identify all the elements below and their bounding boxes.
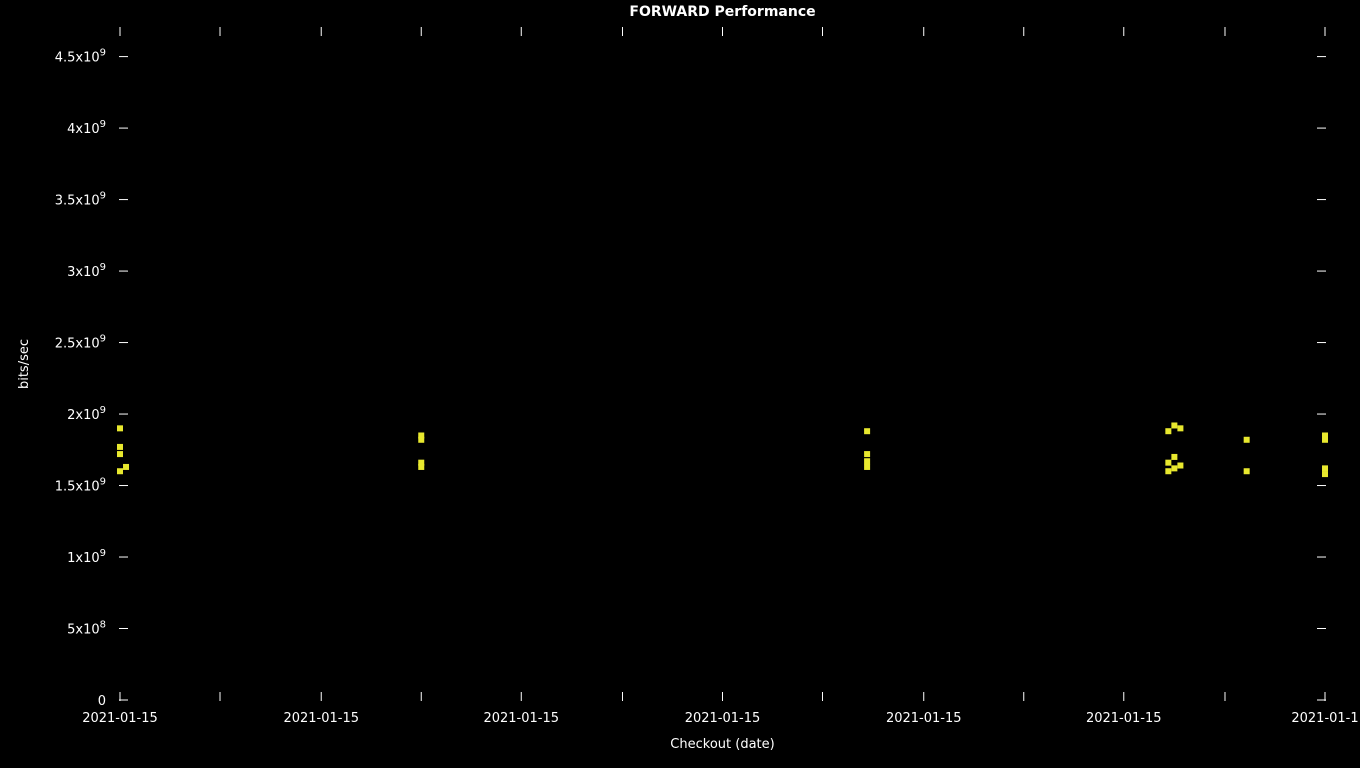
data-point [1322,465,1328,471]
chart-bg [0,0,1360,768]
x-tick-label: 2021-01-15 [1086,711,1162,726]
data-point [1177,425,1183,431]
data-point [1171,465,1177,471]
x-tick-label: 2021-01-15 [483,711,559,726]
data-point [418,437,424,443]
data-point [1322,437,1328,443]
y-tick-label: 1.5x109 [55,477,106,495]
data-point [864,458,870,464]
data-point [1165,468,1171,474]
y-tick-label: 3.5x109 [55,191,106,209]
x-tick-label: 2021-01-15 [685,711,761,726]
data-point [1322,471,1328,477]
data-point [117,444,123,450]
y-tick-label: 2.5x109 [55,334,106,352]
data-point [123,464,129,470]
y-axis-label: bits/sec [17,339,32,389]
chart-svg: FORWARD Performance05x1081x1091.5x1092x1… [0,0,1360,768]
data-point [117,468,123,474]
x-tick-label: 2021-01-1 [1291,711,1358,726]
data-point [1171,422,1177,428]
data-point [1165,428,1171,434]
performance-chart: FORWARD Performance05x1081x1091.5x1092x1… [0,0,1360,768]
data-point [1165,460,1171,466]
data-point [864,464,870,470]
data-point [117,425,123,431]
x-axis-label: Checkout (date) [670,737,774,752]
data-point [864,428,870,434]
data-point [1244,468,1250,474]
data-point [418,464,424,470]
y-tick-label: 0 [98,694,106,709]
data-point [1244,437,1250,443]
data-point [1171,454,1177,460]
data-point [117,451,123,457]
x-tick-label: 2021-01-15 [886,711,962,726]
y-tick-label: 4.5x109 [55,48,106,66]
x-tick-label: 2021-01-15 [283,711,359,726]
chart-title: FORWARD Performance [629,4,815,20]
x-tick-label: 2021-01-15 [82,711,158,726]
data-point [864,451,870,457]
data-point [1177,463,1183,469]
